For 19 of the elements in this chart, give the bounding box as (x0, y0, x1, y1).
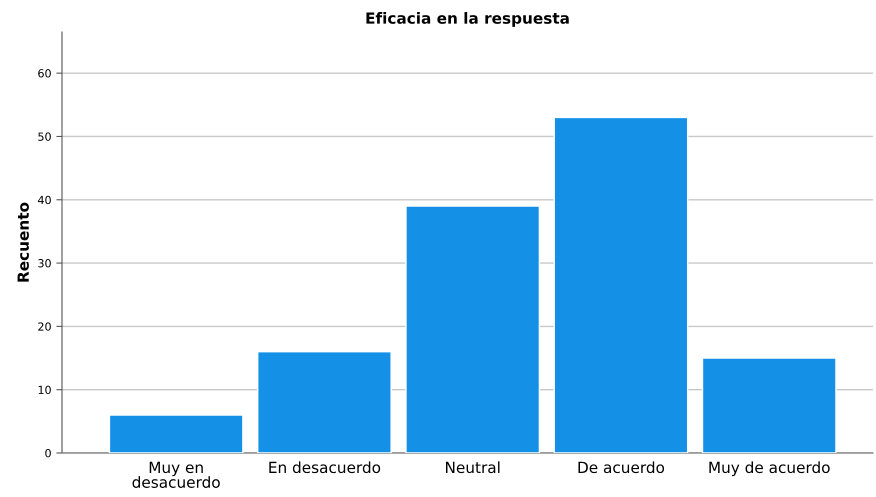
x-tick-label: Muy de acuerdo (709, 461, 830, 476)
y-tick-label: 20 (38, 322, 51, 331)
bar (257, 351, 392, 453)
y-tick-label: 10 (38, 386, 51, 394)
y-tick-label: 40 (38, 196, 51, 204)
y-tick-label: 60 (38, 69, 51, 78)
bar (702, 357, 837, 453)
bar (554, 116, 688, 453)
x-tick-label: Neutral (446, 461, 500, 474)
chart-title: Eficacia en la respuesta (366, 12, 569, 27)
bar (108, 414, 244, 453)
y-tick-label: 30 (38, 259, 51, 268)
x-tick-label: Muy en desacuerdo (132, 462, 220, 488)
y-tick-label: 0 (45, 448, 51, 458)
y-axis-title: Recuento (18, 202, 29, 282)
x-tick-label: En desacuerdo (269, 461, 380, 474)
y-tick-label: 50 (38, 132, 51, 141)
x-tick-label: De acuerdo (578, 461, 664, 474)
bar (405, 205, 540, 453)
